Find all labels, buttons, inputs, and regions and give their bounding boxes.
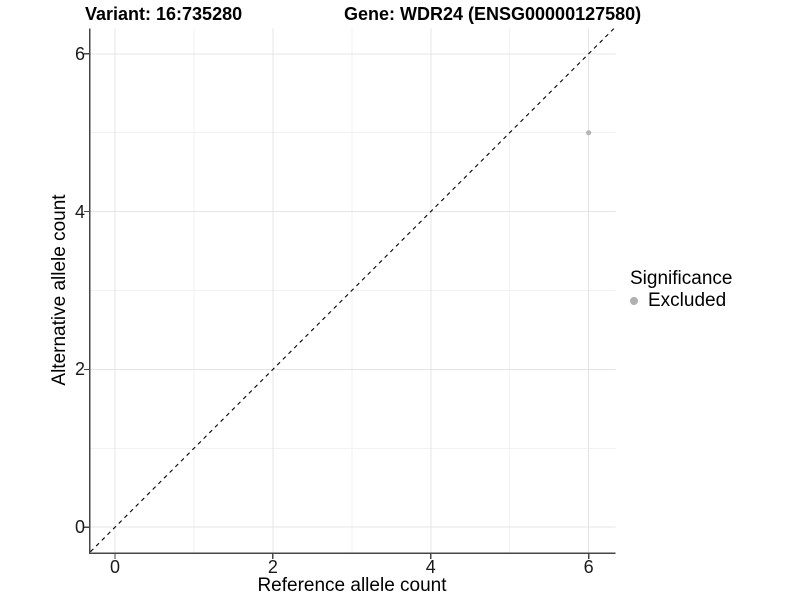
- legend-entry-excluded: Excluded: [628, 290, 732, 312]
- x-axis-title: Reference allele count: [257, 575, 447, 596]
- axis-lines: [88, 28, 616, 555]
- y-axis-title: Alternative allele count: [49, 194, 70, 386]
- axis-tick-marks: [84, 53, 590, 559]
- identity-reference-line: [90, 28, 615, 553]
- plot-title-gene: Gene: WDR24 (ENSG00000127580): [344, 4, 642, 24]
- plot-title-variant: Variant: 16:735280: [85, 4, 243, 24]
- gridlines-minor: [90, 28, 616, 553]
- legend-point-icon: [630, 297, 638, 305]
- legend-entry-label: Excluded: [648, 290, 727, 311]
- gridlines-major: [90, 28, 616, 553]
- data-point: [586, 130, 592, 136]
- legend: Significance Excluded: [628, 268, 732, 312]
- legend-title: Significance: [630, 268, 733, 289]
